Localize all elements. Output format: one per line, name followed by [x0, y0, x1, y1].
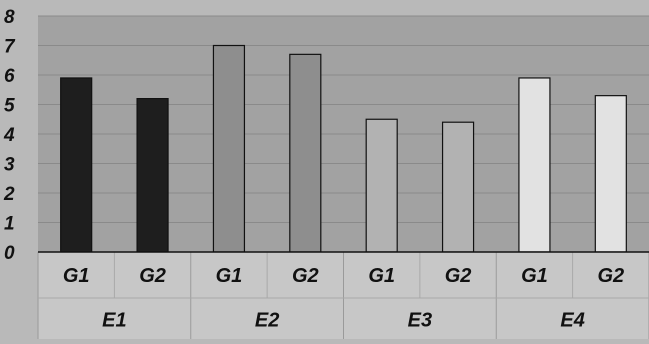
group-label-e1: E1	[102, 310, 126, 332]
bars	[60, 44, 627, 253]
group-label-e2: E2	[255, 310, 279, 332]
sub-label-e2-g1: G1	[216, 265, 243, 287]
sub-label-e3-g1: G1	[368, 265, 395, 287]
sub-label-e2-g2: G2	[292, 265, 319, 287]
sub-label-e4-g1: G1	[521, 265, 548, 287]
y-tick-label-4: 4	[3, 125, 15, 146]
y-tick-label-1: 1	[4, 214, 15, 235]
bar-e1-g2	[136, 97, 169, 253]
sub-label-e1-g2: G2	[139, 265, 166, 287]
y-tick-label-8: 8	[4, 7, 15, 28]
category-axis-labels: G1 G2 E1 G1 G2 E2 G1 G2 E3 G1 G2 E4	[37, 252, 649, 339]
sub-label-e4-g2: G2	[597, 265, 624, 287]
y-tick-label-3: 3	[4, 155, 15, 176]
y-tick-label-6: 6	[4, 66, 15, 87]
y-tick-label-0: 0	[4, 243, 15, 264]
y-tick-label-7: 7	[4, 37, 16, 58]
y-tick-label-2: 2	[3, 184, 15, 205]
sub-label-e1-g1: G1	[63, 265, 90, 287]
y-axis-tick-labels: 0 1 2 3 4 5 6 7 8	[3, 7, 16, 264]
bar-e2-g1	[212, 44, 246, 253]
group-label-e3: E3	[408, 310, 432, 332]
group-label-e4: E4	[560, 310, 584, 332]
bar-e4-g2	[594, 95, 627, 253]
bar-e1-g1	[60, 77, 93, 253]
sub-label-e3-g2: G2	[445, 265, 472, 287]
bar-e4-g1	[518, 77, 551, 253]
bar-e3-g1	[365, 118, 398, 253]
bar-e2-g2	[289, 53, 322, 253]
y-tick-label-5: 5	[4, 96, 15, 117]
bar-e3-g2	[441, 121, 475, 253]
